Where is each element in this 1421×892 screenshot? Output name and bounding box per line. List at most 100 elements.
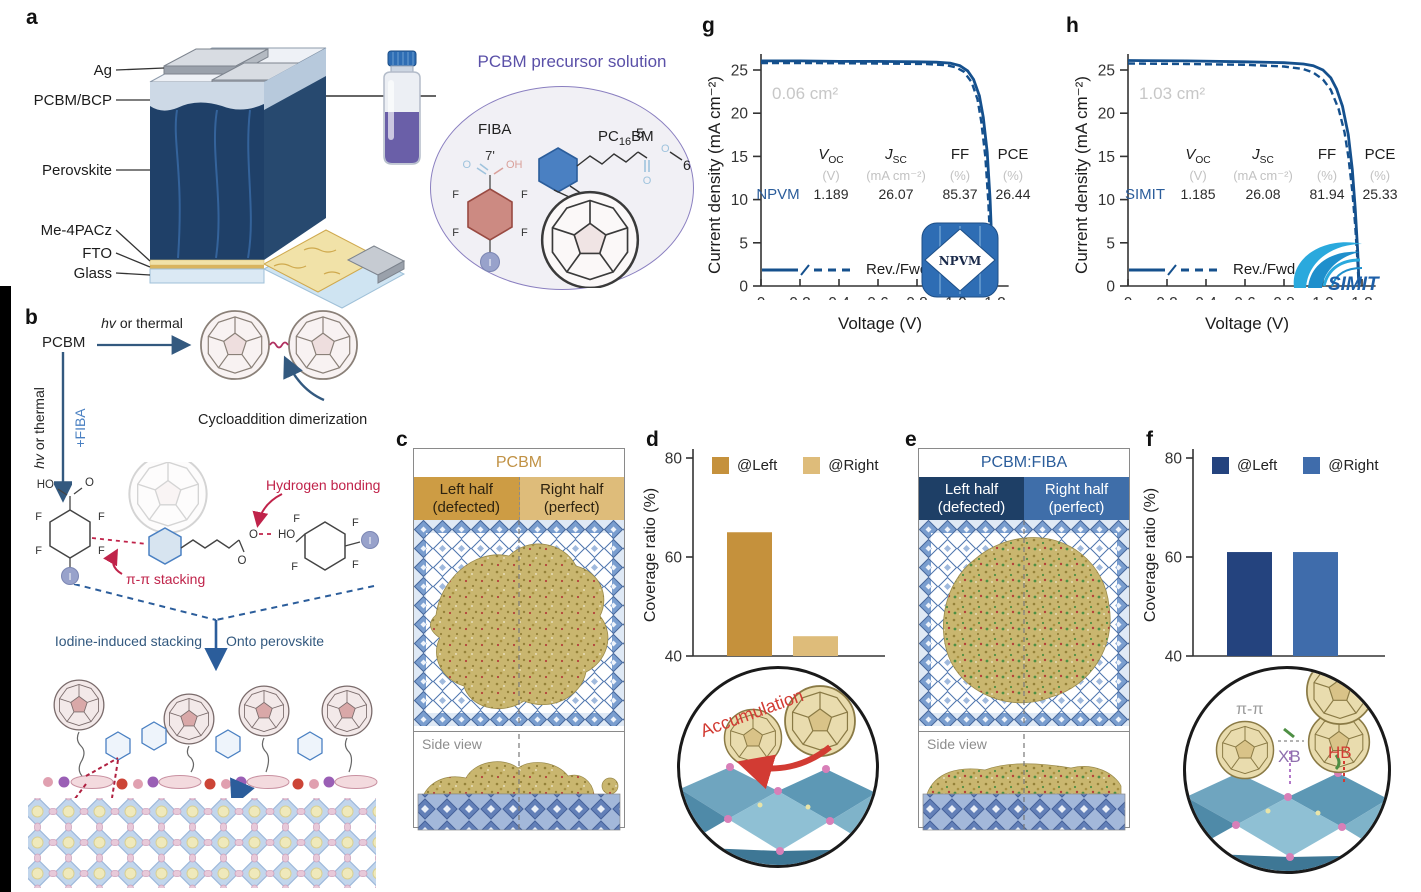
- x-tick-label: 1.0: [1312, 295, 1334, 300]
- rev-fwd-legend-line-g: [762, 264, 854, 276]
- ff-header: FF: [950, 146, 970, 163]
- y-tick-label: 0: [1106, 279, 1115, 296]
- svg-text:NPVM: NPVM: [939, 254, 982, 268]
- device-stack-schematic: Ag PCBM/BCP Perovskite Me-4PACz FTO Glas…: [34, 47, 436, 309]
- acid-ho-right: HO: [278, 529, 295, 541]
- cycloaddition-label: Cycloaddition dimerization: [198, 412, 368, 428]
- jv-chart-large-area: 0 0.2 0.4 0.6 0.8 1.0 1.2 0 5 10 15 20 25: [1098, 54, 1376, 300]
- ester-o-single: O: [661, 143, 670, 155]
- pcbm-topview-image: [414, 520, 624, 726]
- layer-label-perovskite: Perovskite: [42, 162, 112, 179]
- panel-d-label: d: [646, 428, 659, 451]
- jv-curve-Rev.: [1127, 59, 1361, 287]
- pi-pi-label: π-π: [1236, 701, 1264, 718]
- pcbm-fiba-sim-headers: Left half (defected) Right half (perfect): [919, 477, 1129, 520]
- simit-logo: SIMIT: [1293, 242, 1380, 295]
- y-tick-label: 15: [731, 149, 748, 166]
- hydrogen-bonding-label: Hydrogen bonding: [266, 477, 380, 493]
- panel-h-label: h: [1066, 14, 1079, 37]
- legend-swatch-right: [1303, 457, 1321, 474]
- fiba-f1: F: [452, 189, 459, 201]
- fiba-7prime-label: 7': [485, 148, 495, 163]
- area-label-h: 1.03 cm²: [1139, 84, 1206, 103]
- onto-perovskite-label: Onto perovskite: [226, 633, 325, 649]
- converge-arrow: [73, 584, 375, 672]
- y-tick-label: 40: [1165, 649, 1183, 666]
- jv-curve-Fwd.: [761, 61, 994, 287]
- jv-table-h: VOC JSC FF PCE (V) (mA cm⁻²) (%) (%) SIM…: [1119, 146, 1407, 203]
- y-tick-label: 60: [665, 550, 683, 567]
- x-tick-label: 0.4: [1195, 295, 1217, 300]
- y-tick-label: 10: [1098, 192, 1116, 209]
- fiba-sideview-label: Side view: [927, 736, 987, 752]
- y-tick-label: 25: [731, 63, 748, 80]
- x-tick-label: 1.2: [984, 295, 1006, 300]
- xb-label: XB: [1278, 747, 1301, 766]
- hv-thermal-arrow: [97, 335, 192, 355]
- hv-thermal-top-label: hv or thermal: [101, 315, 183, 331]
- x-tick-label: 0.2: [1156, 295, 1178, 300]
- page-edge-strip: [0, 286, 11, 892]
- jsc-header: JSC: [1252, 146, 1274, 166]
- device-name-g: NPVM: [756, 186, 800, 203]
- pce-header: PCE: [997, 146, 1029, 163]
- hb-label: HB: [1328, 743, 1352, 762]
- accumulation-inset: Accumulation: [677, 666, 879, 868]
- ester-o: O: [238, 555, 247, 567]
- f-atom: F: [98, 545, 105, 557]
- panel-f-label: f: [1146, 428, 1153, 451]
- y-tick-label: 20: [1098, 106, 1116, 123]
- bar-@Left: [727, 532, 772, 656]
- f-atom: F: [293, 513, 300, 525]
- pce-header: PCE: [1364, 146, 1396, 163]
- npvm-logo: NPVM: [921, 222, 999, 298]
- x-tick-label: 0: [757, 295, 766, 300]
- i-atom: I: [69, 572, 72, 583]
- panel-g-label: g: [702, 14, 715, 37]
- iodine-stacking-label: Iodine-induced stacking: [54, 633, 202, 649]
- x-tick-label: 0.6: [867, 295, 889, 300]
- fiba-f2: F: [521, 189, 528, 201]
- pcbm-sideview-image: Side view: [414, 731, 624, 835]
- y-tick-label: 80: [665, 451, 683, 468]
- f-atom: F: [35, 511, 42, 523]
- fiba-name-label: FIBA: [478, 121, 511, 138]
- acid-o: O: [85, 477, 94, 489]
- precursor-solution-title: PCBM precursor solution: [477, 52, 667, 71]
- rev-fwd-label-g: Rev./Fwd.: [866, 261, 933, 278]
- f-atom: F: [291, 561, 298, 573]
- jv-curve-Rev.: [761, 59, 995, 287]
- fiba-i-atom: I: [489, 258, 492, 269]
- ff-header: FF: [1317, 146, 1337, 163]
- pcbm-simulation-box: PCBM Left half (defected) Right half (perf…: [413, 448, 625, 832]
- rev-fwd-label-h: Rev./Fwd.: [1233, 261, 1300, 278]
- legend-label-left: @Left: [1237, 457, 1278, 474]
- perovskite-lattice: [28, 798, 376, 888]
- panel-a-label: a: [26, 6, 38, 29]
- x-tick-label: 0: [1124, 295, 1133, 300]
- panel-e-label: e: [905, 428, 917, 451]
- legend-swatch-left: [712, 457, 729, 474]
- y-tick-label: 40: [665, 649, 683, 666]
- pcbm-fiba-topview-image: [919, 520, 1129, 726]
- fiba-o-atom: O: [462, 159, 471, 171]
- layer-label-me4pacz: Me-4PACz: [41, 222, 112, 239]
- f-atom: F: [35, 545, 42, 557]
- jv-xlabel-h: Voltage (V): [1204, 314, 1290, 333]
- pcbm-sim-headers: Left half (defected) Right half (perfect): [414, 477, 624, 520]
- bar-@Left: [1227, 552, 1272, 656]
- x-tick-label: 0.8: [906, 295, 928, 300]
- y-tick-label: 5: [1106, 235, 1115, 252]
- panel-b-label: b: [25, 306, 38, 329]
- coverage-bar-chart-pcbm: 40 60 80: [665, 449, 885, 666]
- cycloaddition-dimer-diagram: [200, 310, 358, 402]
- y-tick-label: 25: [1098, 63, 1115, 80]
- x-tick-label: 0.2: [789, 295, 811, 300]
- precursor-molecules: FIBA O OH 7' F F F F I PC16BM O O 5 6: [452, 121, 691, 288]
- pcbm-fiba-simulation-box: PCBM:FIBA Left half (defected) Right half…: [918, 448, 1130, 832]
- fiba-route-arrow: [54, 352, 72, 503]
- x-tick-label: 0.8: [1273, 295, 1295, 300]
- f-atom: F: [98, 511, 105, 523]
- area-label-g: 0.06 cm²: [772, 84, 839, 103]
- fiba-pcbm-complex-diagram: HO O F F F F I π-π stacking O O HO Hydro…: [35, 462, 380, 587]
